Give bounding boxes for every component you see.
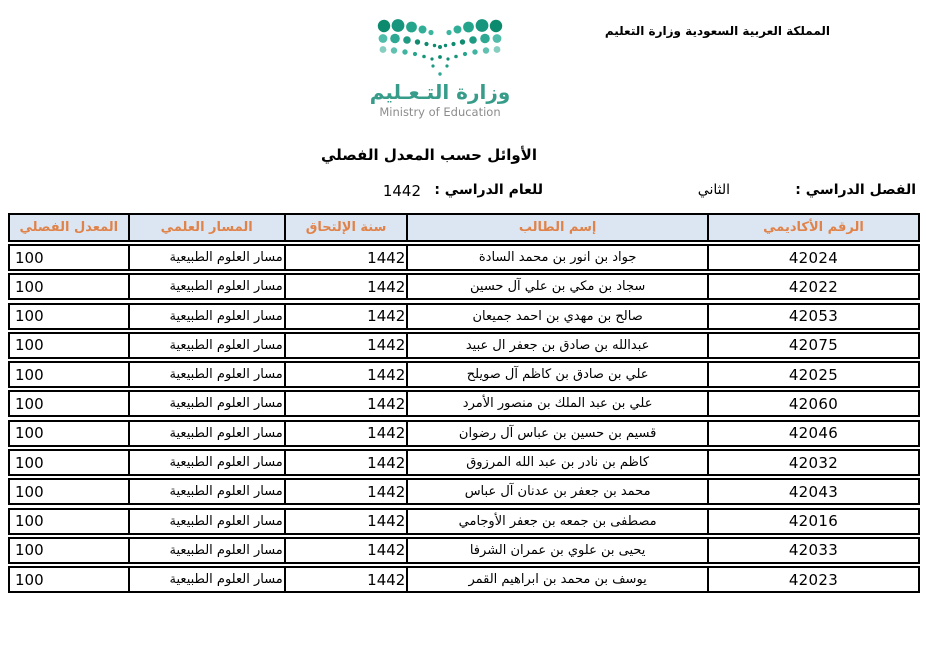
cell-semester-gpa: 100 [15, 570, 44, 589]
table-row: 42075 عبدالله بن صادق بن جعفر ال عبيد 14… [8, 331, 920, 359]
table-row: 42023 يوسف بن محمد بن ابراهيم القمر 1442… [8, 566, 920, 594]
column-header-student-name: إسم الطالب [406, 215, 707, 240]
cell-enrollment-year: 1442 [283, 509, 407, 533]
cell-semester-gpa: 100 [15, 512, 44, 531]
cell-student-name: كاظم بن نادر بن عبد الله المرزوق [406, 451, 707, 475]
cell-student-name: قسيم بن حسين بن عباس آل رضوان [406, 421, 707, 445]
cell-semester-gpa: 100 [15, 277, 44, 296]
cell-academic-id: 42016 [706, 509, 918, 533]
cell-student-name: يحيى بن علوي بن عمران الشرفا [406, 538, 707, 562]
table-row: 42025 علي بن صادق بن كاظم آل صويلح 1442 … [8, 361, 920, 389]
cell-semester-gpa: 100 [15, 394, 44, 413]
cell-semester-gpa: 100 [15, 482, 44, 501]
cell-enrollment-year: 1442 [283, 304, 407, 328]
cell-enrollment-year: 1442 [283, 392, 407, 416]
cell-academic-id: 42025 [706, 363, 918, 387]
cell-track: مسار العلوم الطبيعية [127, 480, 284, 504]
semester-label: الفصل الدراسي : [795, 182, 916, 198]
meta-line: الفصل الدراسي : الثاني للعام الدراسي : 1… [0, 182, 926, 202]
cell-track: مسار العلوم الطبيعية [127, 568, 284, 592]
semester-value: الثاني [697, 182, 730, 198]
results-table: الرقم الأكاديمي إسم الطالب سنة الإلتحاق … [8, 213, 920, 596]
cell-student-name: مصطفى بن جمعه بن جعفر الأوجامي [406, 509, 707, 533]
cell-academic-id: 42032 [706, 451, 918, 475]
cell-student-name: سجاد بن مكي بن علي آل حسين [406, 275, 707, 299]
cell-enrollment-year: 1442 [283, 275, 407, 299]
ministry-logo-dots-icon [377, 19, 503, 76]
table-header-row: الرقم الأكاديمي إسم الطالب سنة الإلتحاق … [8, 213, 920, 242]
cell-academic-id: 42023 [706, 568, 918, 592]
cell-academic-id: 42043 [706, 480, 918, 504]
cell-semester-gpa: 100 [15, 248, 44, 267]
cell-enrollment-year: 1442 [283, 333, 407, 357]
cell-academic-id: 42046 [706, 421, 918, 445]
cell-semester-gpa: 100 [15, 424, 44, 443]
column-header-track: المسار العلمي [127, 215, 284, 240]
cell-enrollment-year: 1442 [283, 568, 407, 592]
page-title: الأوائل حسب المعدل الفصلي [320, 146, 537, 164]
cell-track: مسار العلوم الطبيعية [127, 451, 284, 475]
cell-track: مسار العلوم الطبيعية [127, 246, 284, 269]
cell-student-name: علي بن عبد الملك بن منصور الأمرد [406, 392, 707, 416]
cell-student-name: محمد بن جعفر بن عدنان آل عباس [406, 480, 707, 504]
cell-enrollment-year: 1442 [283, 538, 407, 562]
cell-enrollment-year: 1442 [283, 246, 407, 269]
cell-academic-id: 42024 [706, 246, 918, 269]
cell-track: مسار العلوم الطبيعية [127, 275, 284, 299]
ministry-logo-wordmark: وزارة التـعـليم [369, 80, 511, 104]
column-header-academic-id: الرقم الأكاديمي [706, 215, 918, 240]
cell-track: مسار العلوم الطبيعية [127, 363, 284, 387]
year-value: 1442 [382, 182, 421, 200]
table-row: 42024 جواد بن انور بن محمد السادة 1442 م… [8, 244, 920, 271]
cell-track: مسار العلوم الطبيعية [127, 538, 284, 562]
cell-student-name: جواد بن انور بن محمد السادة [406, 246, 707, 269]
cell-semester-gpa: 100 [15, 365, 44, 384]
ministry-logo: وزارة التـعـليم Ministry of Education [362, 16, 518, 119]
table-body: 42024 جواد بن انور بن محمد السادة 1442 م… [8, 244, 920, 594]
cell-enrollment-year: 1442 [283, 363, 407, 387]
cell-student-name: علي بن صادق بن كاظم آل صويلح [406, 363, 707, 387]
kingdom-header-text: المملكة العربية السعودية وزارة التعليم [604, 24, 830, 38]
cell-academic-id: 42060 [706, 392, 918, 416]
cell-student-name: يوسف بن محمد بن ابراهيم القمر [406, 568, 707, 592]
column-header-semester-gpa: المعدل الفصلي [19, 220, 119, 235]
cell-academic-id: 42022 [706, 275, 918, 299]
table-row: 42043 محمد بن جعفر بن عدنان آل عباس 1442… [8, 478, 920, 506]
table-row: 42060 علي بن عبد الملك بن منصور الأمرد 1… [8, 390, 920, 418]
cell-academic-id: 42053 [706, 304, 918, 328]
column-header-enrollment-year: سنة الإلتحاق [283, 215, 407, 240]
cell-track: مسار العلوم الطبيعية [127, 333, 284, 357]
table-row: 42033 يحيى بن علوي بن عمران الشرفا 1442 … [8, 536, 920, 564]
cell-track: مسار العلوم الطبيعية [127, 392, 284, 416]
ministry-logo-subtitle: Ministry of Education [379, 105, 501, 119]
cell-track: مسار العلوم الطبيعية [127, 421, 284, 445]
table-row: 42032 كاظم بن نادر بن عبد الله المرزوق 1… [8, 449, 920, 477]
cell-semester-gpa: 100 [15, 541, 44, 560]
cell-semester-gpa: 100 [15, 453, 44, 472]
cell-track: مسار العلوم الطبيعية [127, 509, 284, 533]
cell-student-name: صالح بن مهدي بن احمد جميعان [406, 304, 707, 328]
table-row: 42046 قسيم بن حسين بن عباس آل رضوان 1442… [8, 419, 920, 447]
cell-enrollment-year: 1442 [283, 480, 407, 504]
cell-academic-id: 42033 [706, 538, 918, 562]
table-row: 42022 سجاد بن مكي بن علي آل حسين 1442 مس… [8, 273, 920, 301]
table-row: 42016 مصطفى بن جمعه بن جعفر الأوجامي 144… [8, 507, 920, 535]
cell-academic-id: 42075 [706, 333, 918, 357]
table-row: 42053 صالح بن مهدي بن احمد جميعان 1442 م… [8, 302, 920, 330]
year-label: للعام الدراسي : [434, 182, 543, 198]
cell-enrollment-year: 1442 [283, 451, 407, 475]
cell-enrollment-year: 1442 [283, 421, 407, 445]
cell-semester-gpa: 100 [15, 336, 44, 355]
cell-student-name: عبدالله بن صادق بن جعفر ال عبيد [406, 333, 707, 357]
cell-track: مسار العلوم الطبيعية [127, 304, 284, 328]
cell-semester-gpa: 100 [15, 307, 44, 326]
